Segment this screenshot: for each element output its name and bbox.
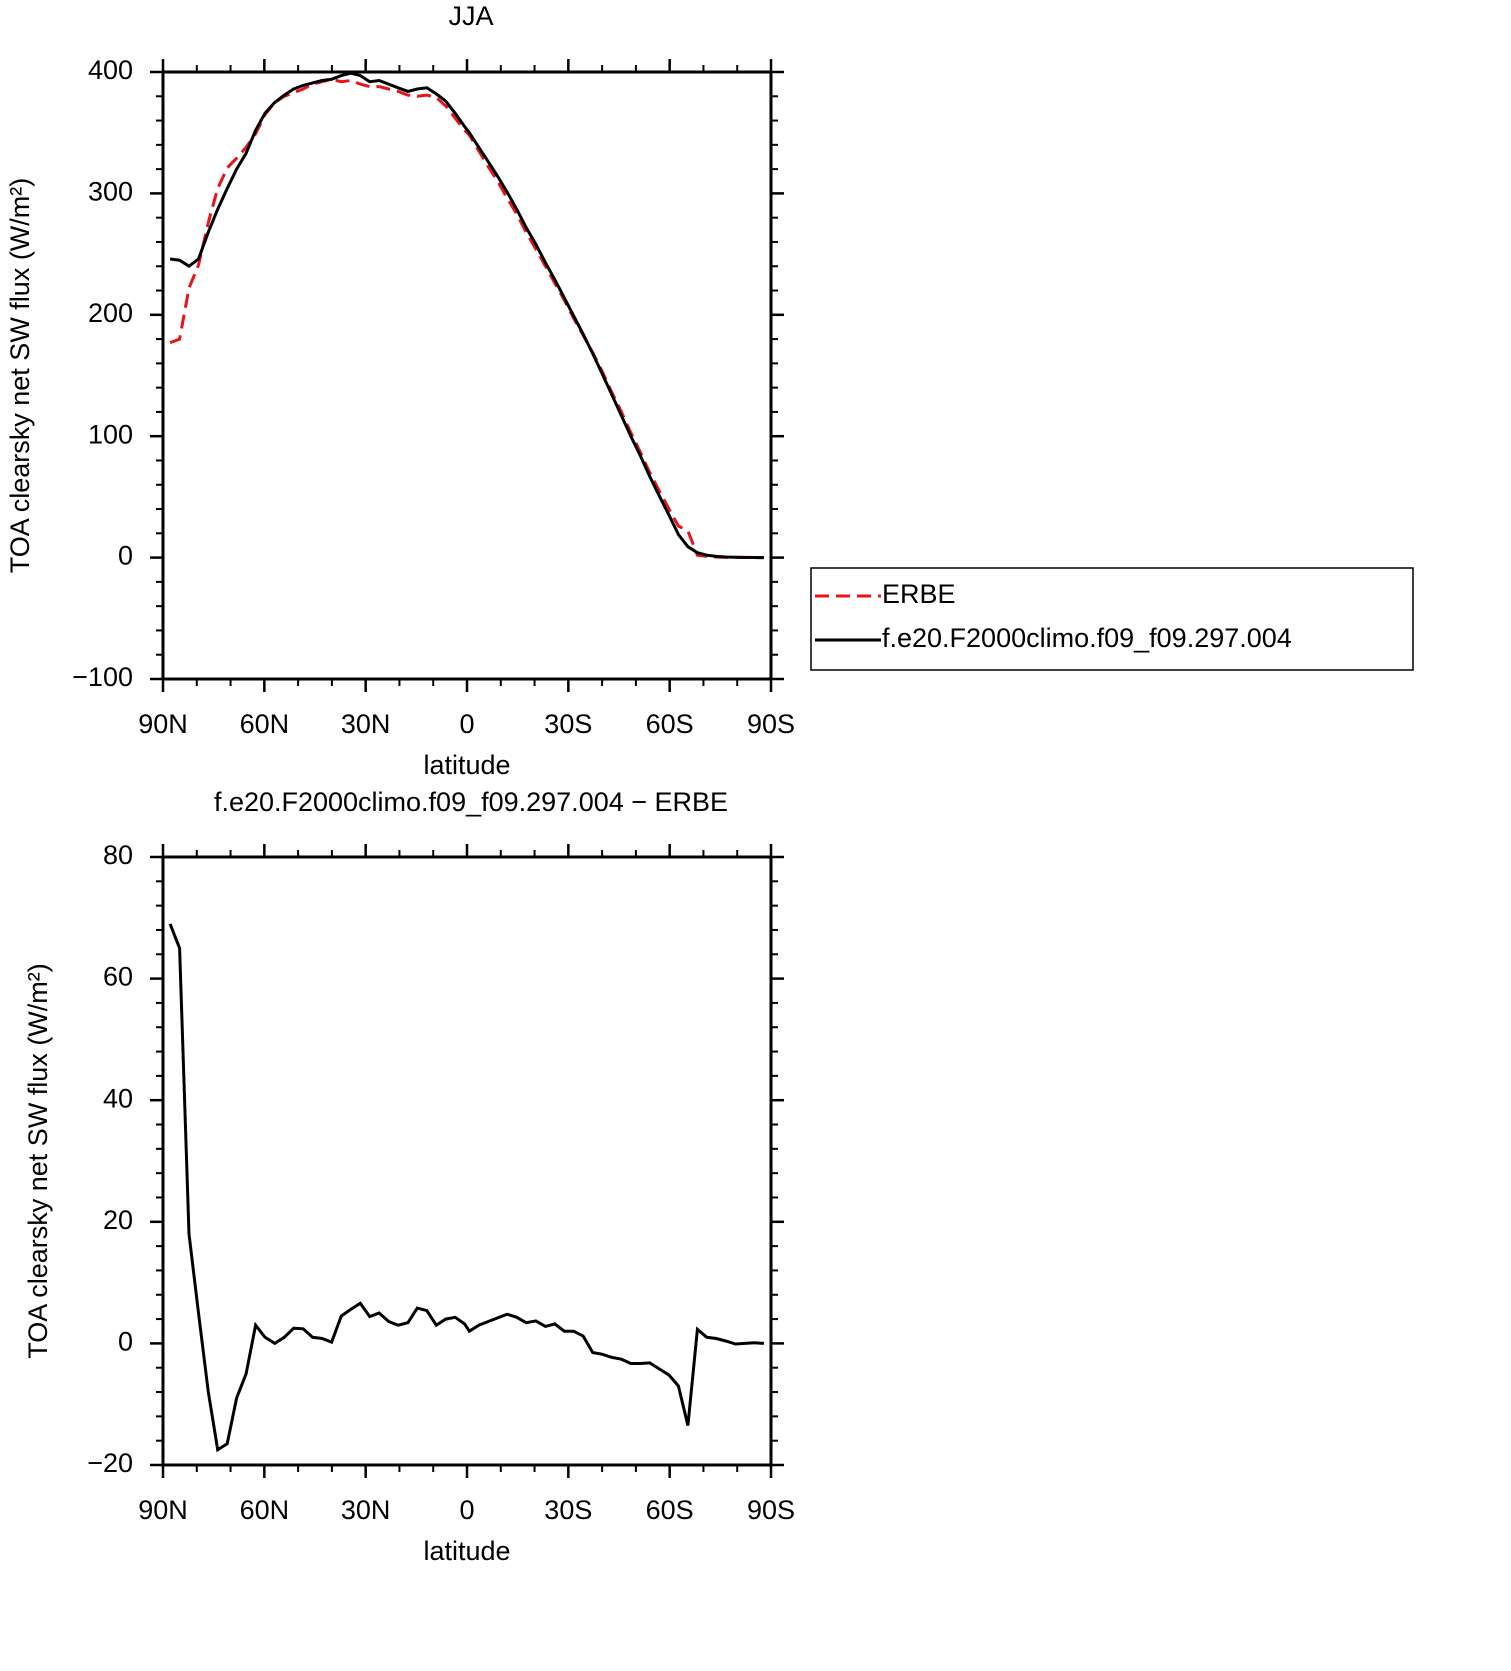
y-tick-label: 200 [88,298,133,328]
x-tick-label: 60S [646,1495,694,1525]
y-tick-label: 0 [118,541,133,571]
x-tick-label: 60S [646,709,694,739]
y-tick-label: 400 [88,55,133,85]
x-tick-label: 90N [138,709,188,739]
y-axis-label: TOA clearsky net SW flux (W/m²) [5,178,35,574]
legend-label: ERBE [882,579,956,609]
x-tick-label: 60N [240,709,290,739]
y-tick-label: 40 [103,1083,133,1113]
y-tick-label: −20 [87,1448,133,1478]
x-tick-label: 30S [544,1495,592,1525]
x-axis-label: latitude [423,750,510,780]
x-tick-label: 90N [138,1495,188,1525]
x-axis-label: latitude [423,1536,510,1566]
legend-box [810,567,1414,671]
x-tick-label: 0 [459,1495,474,1525]
x-tick-label: 30S [544,709,592,739]
x-tick-label: 30N [341,1495,391,1525]
y-tick-label: 100 [88,419,133,449]
y-tick-label: 300 [88,177,133,207]
x-tick-label: 90S [747,709,795,739]
x-tick-label: 60N [240,1495,290,1525]
y-tick-label: 80 [103,840,133,870]
y-tick-label: −100 [72,662,133,692]
x-tick-label: 0 [459,709,474,739]
x-tick-label: 90S [747,1495,795,1525]
data-line [169,77,764,560]
chart-title: f.e20.F2000climo.f09_f09.297.004 − ERBE [214,787,728,817]
plot-frame [161,70,773,681]
y-tick-label: 60 [103,962,133,992]
legend-label: f.e20.F2000climo.f09_f09.297.004 [882,623,1292,653]
y-tick-label: 20 [103,1205,133,1235]
plot-frame [161,855,773,1467]
y-tick-label: 0 [118,1327,133,1357]
x-tick-label: 30N [341,709,391,739]
chart-title: JJA [448,1,493,31]
data-line [168,923,764,1453]
y-axis-label: TOA clearsky net SW flux (W/m²) [23,963,53,1359]
data-line [169,71,764,560]
